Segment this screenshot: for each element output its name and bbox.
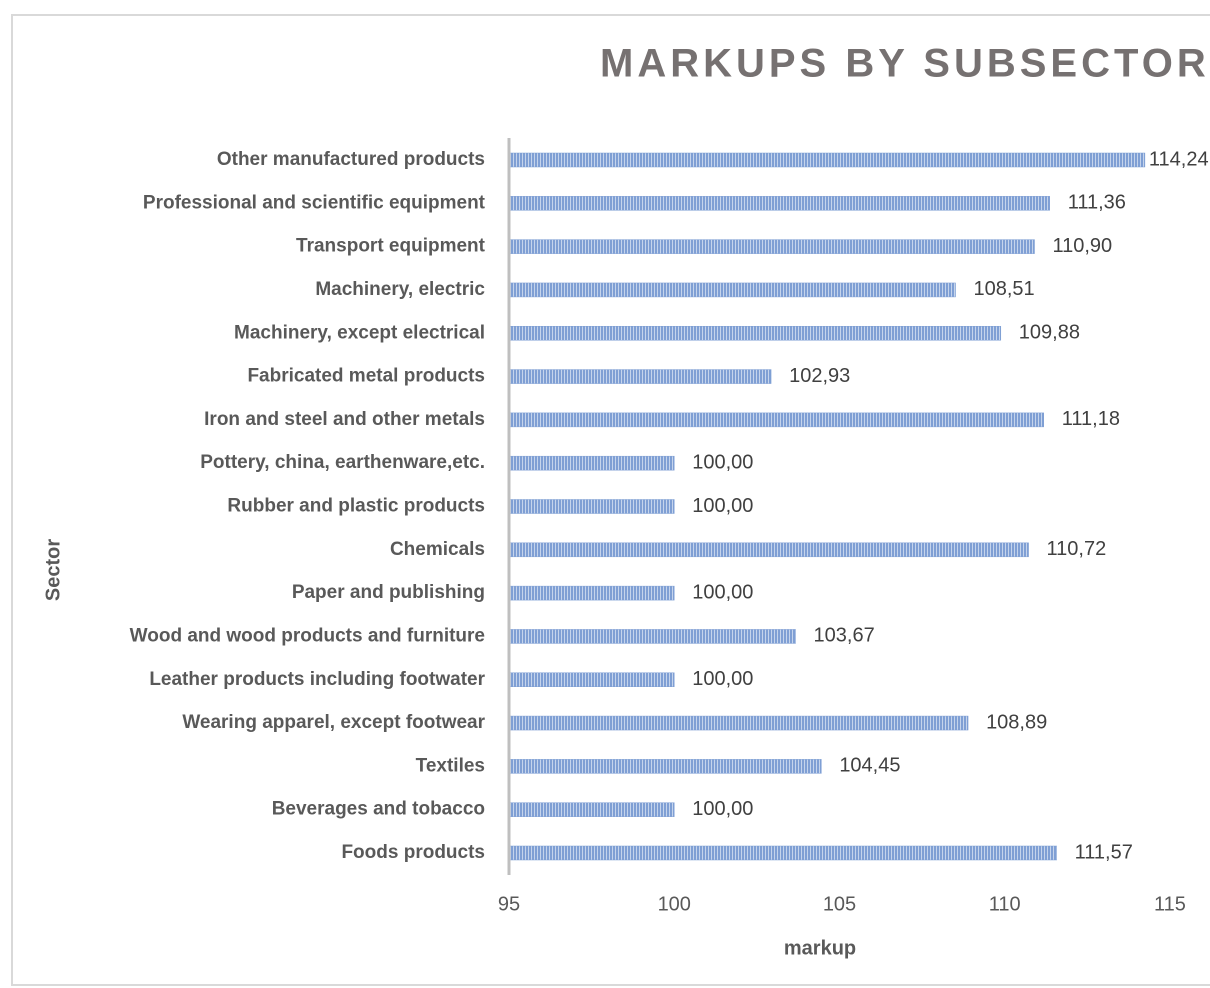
- bar: [508, 499, 675, 514]
- x-tick-label: 115: [1154, 893, 1186, 915]
- y-tick-label: Wearing apparel, except footwear: [182, 712, 485, 733]
- bar: [508, 672, 675, 687]
- bar: [508, 282, 956, 298]
- chart-frame: [11, 14, 1210, 986]
- data-label: 111,36: [1068, 192, 1126, 214]
- y-tick-label: Other manufactured products: [217, 149, 485, 170]
- y-tick-label: Wood and wood products and furniture: [130, 625, 485, 646]
- bar: [508, 369, 772, 384]
- y-tick-label: Iron and steel and other metals: [204, 409, 485, 430]
- data-label: 110,90: [1052, 235, 1112, 257]
- y-tick-label: Textiles: [416, 755, 485, 776]
- bar: [508, 759, 822, 774]
- data-label: 104,45: [839, 755, 900, 777]
- bar: [508, 455, 675, 471]
- y-tick-label: Machinery, electric: [315, 279, 485, 300]
- data-label: 114,24: [1149, 148, 1209, 170]
- x-axis-label: markup: [784, 937, 856, 959]
- bar: [508, 845, 1057, 861]
- data-label: 100,00: [692, 581, 753, 603]
- data-label: 108,89: [986, 711, 1047, 733]
- bar: [508, 542, 1029, 558]
- y-tick-label: Machinery, except electrical: [234, 322, 485, 343]
- y-tick-label: Transport equipment: [296, 236, 486, 257]
- bar: [508, 412, 1044, 428]
- y-tick-label: Paper and publishing: [292, 582, 485, 603]
- data-label: 102,93: [789, 365, 850, 387]
- bar: [508, 326, 1002, 341]
- data-label: 100,00: [692, 798, 753, 820]
- y-tick-label: Foods products: [341, 842, 485, 863]
- bar: [508, 802, 675, 817]
- y-tick-label: Beverages and tobacco: [272, 799, 485, 820]
- y-tick-label: Rubber and plastic products: [227, 496, 485, 517]
- bar: [508, 629, 796, 644]
- y-tick-label: Professional and scientific equipment: [143, 192, 486, 213]
- data-label: 108,51: [974, 278, 1035, 300]
- data-label: 111,18: [1062, 408, 1120, 430]
- bar: [508, 715, 969, 731]
- chart-title: MARKUPS BY SUBSECTORS: [600, 42, 1210, 86]
- x-tick-label: 105: [823, 893, 856, 915]
- y-axis-label: Sector: [42, 539, 64, 601]
- y-tick-label: Fabricated metal products: [247, 366, 485, 387]
- x-tick-label: 100: [658, 893, 691, 915]
- y-tick-label: Leather products including footwater: [149, 669, 485, 690]
- bar: [508, 239, 1035, 254]
- bar: [508, 585, 675, 601]
- y-tick-label: Chemicals: [390, 539, 485, 560]
- data-label: 100,00: [692, 495, 753, 517]
- data-label: 103,67: [814, 625, 875, 647]
- data-label: 100,00: [692, 451, 753, 473]
- data-label: 109,88: [1019, 322, 1080, 344]
- bar: [508, 196, 1050, 211]
- data-label: 111,57: [1075, 841, 1133, 863]
- y-tick-label: Pottery, china, earthenware,etc.: [200, 452, 485, 473]
- bar: [508, 152, 1146, 168]
- data-label: 110,72: [1047, 538, 1107, 560]
- x-tick-label: 110: [989, 893, 1021, 915]
- x-tick-label: 95: [498, 893, 520, 915]
- data-label: 100,00: [692, 668, 753, 690]
